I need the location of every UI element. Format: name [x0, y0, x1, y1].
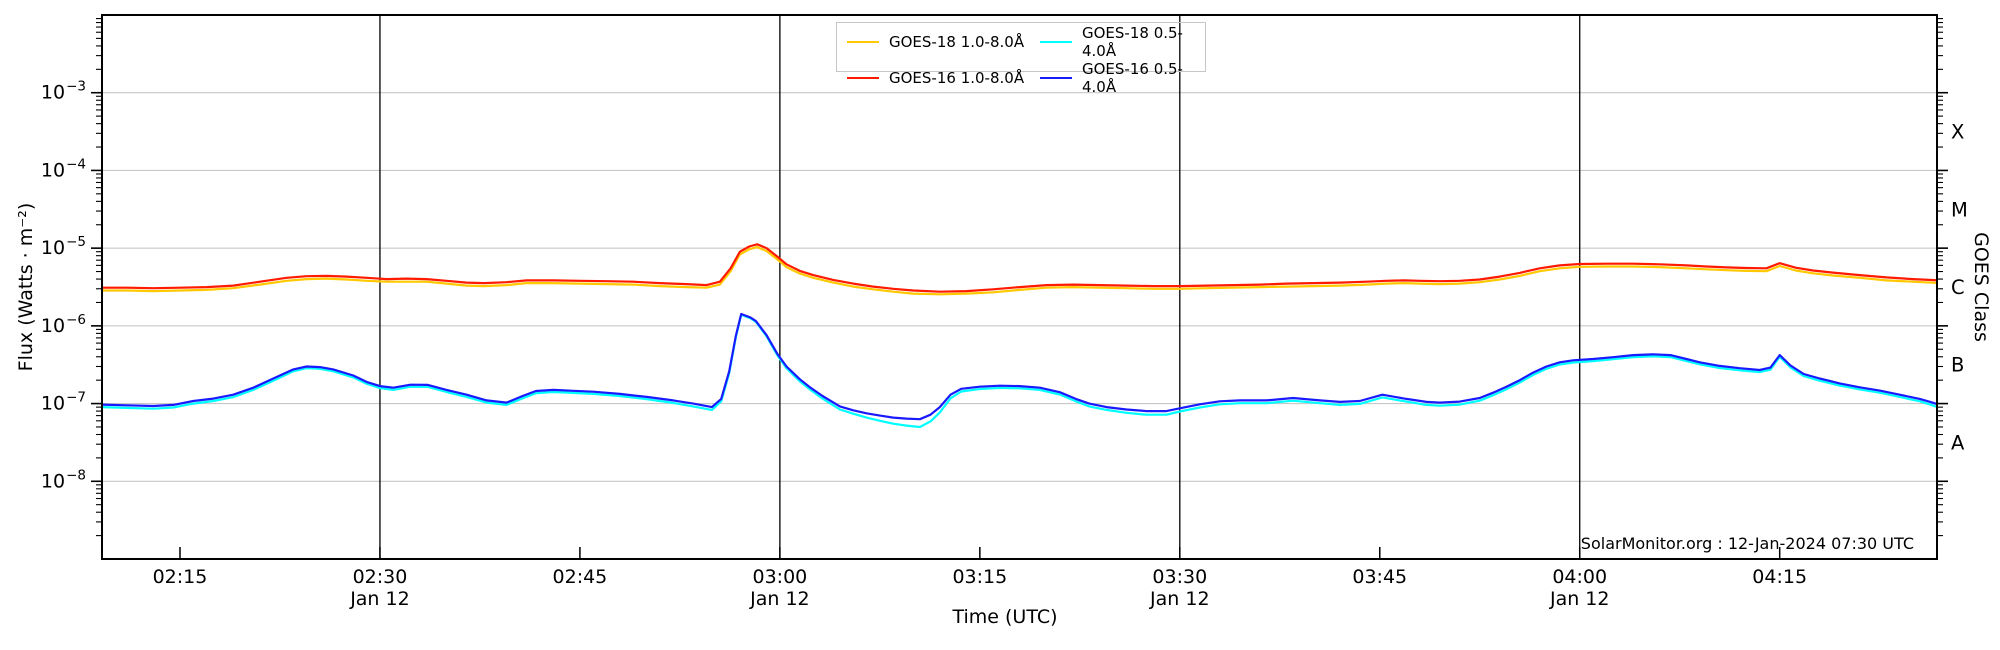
- series-lines: [102, 243, 1937, 429]
- goes-class-letter: X: [1951, 121, 1964, 144]
- x-tick-label: 03:00: [752, 566, 807, 588]
- legend-box: GOES-18 1.0-8.0Å GOES-18 0.5-4.0Å GOES-1…: [836, 22, 1206, 96]
- goes-class-letter: B: [1951, 354, 1964, 377]
- x-tick-label: 02:15: [153, 566, 208, 588]
- legend-label: GOES-18 1.0-8.0Å: [889, 33, 1025, 51]
- goes-class-letter: C: [1951, 276, 1965, 299]
- plot-frame: [101, 14, 1938, 560]
- axis-ticks: [91, 18, 1948, 559]
- series-goes16-long-line: [102, 243, 1937, 293]
- goes-class-letters: X M C B A: [1951, 121, 1968, 455]
- goes16-long-line-swatch: [847, 77, 879, 79]
- x-tick-label: 02:30: [353, 566, 408, 588]
- y-tick-labels: 10−3 10−4 10−5 10−6 10−7 10−8: [41, 79, 86, 493]
- x-tick-label: 04:15: [1752, 566, 1807, 588]
- day-lines: [379, 15, 1581, 559]
- x-axis-title-time: Time (UTC): [952, 606, 1058, 628]
- x-day-label: Jan 12: [1149, 588, 1210, 610]
- y-tick-label: 10−4: [41, 156, 86, 181]
- legend-label: GOES-16 1.0-8.0Å: [889, 69, 1025, 87]
- y-tick-label: 10−7: [41, 390, 86, 415]
- series-goes16-short-line: [102, 312, 1937, 421]
- series-goes18-short-line: [102, 313, 1937, 429]
- x-day-label: Jan 12: [749, 588, 810, 610]
- x-tick-labels: 02:15 02:30 02:45 03:00 03:15 03:30 03:45 04:00…: [153, 566, 1807, 610]
- goes-class-letter: A: [1951, 431, 1965, 454]
- x-day-label: Jan 12: [349, 588, 410, 610]
- legend-label: GOES-18 0.5-4.0Å: [1082, 24, 1183, 60]
- goes16-short-line-swatch: [1040, 77, 1072, 79]
- goes18-short-line-swatch: [1040, 41, 1072, 43]
- legend-item-goes18-long: GOES-18 1.0-8.0Å: [847, 24, 1040, 60]
- x-tick-label: 03:15: [952, 566, 1007, 588]
- x-tick-label: 04:00: [1552, 566, 1607, 588]
- goes18-long-line-swatch: [847, 41, 879, 43]
- y-axis-title-goes-class: GOES Class: [1970, 232, 1992, 342]
- y-tick-label: 10−6: [41, 312, 86, 337]
- y-tick-label: 10−5: [41, 234, 86, 259]
- legend-item-goes18-short: GOES-18 0.5-4.0Å: [1040, 24, 1205, 60]
- solarmonitor-timestamp-annotation: SolarMonitor.org : 12-Jan-2024 07:30 UTC: [1580, 534, 1914, 553]
- x-day-label: Jan 12: [1549, 588, 1610, 610]
- y-tick-label: 10−3: [41, 79, 86, 104]
- y-axis-title-flux: Flux (Watts · m⁻²): [15, 202, 37, 372]
- goes-class-letter: M: [1951, 198, 1968, 221]
- x-tick-label: 02:45: [553, 566, 608, 588]
- x-tick-label: 03:30: [1152, 566, 1207, 588]
- series-goes18-long-line: [102, 246, 1937, 296]
- y-tick-label: 10−8: [41, 467, 86, 492]
- legend-label: GOES-16 0.5-4.0Å: [1082, 60, 1183, 96]
- x-tick-label: 03:45: [1352, 566, 1407, 588]
- legend-item-goes16-short: GOES-16 0.5-4.0Å: [1040, 60, 1205, 96]
- gridlines: [102, 92, 1937, 482]
- legend-item-goes16-long: GOES-16 1.0-8.0Å: [847, 60, 1040, 96]
